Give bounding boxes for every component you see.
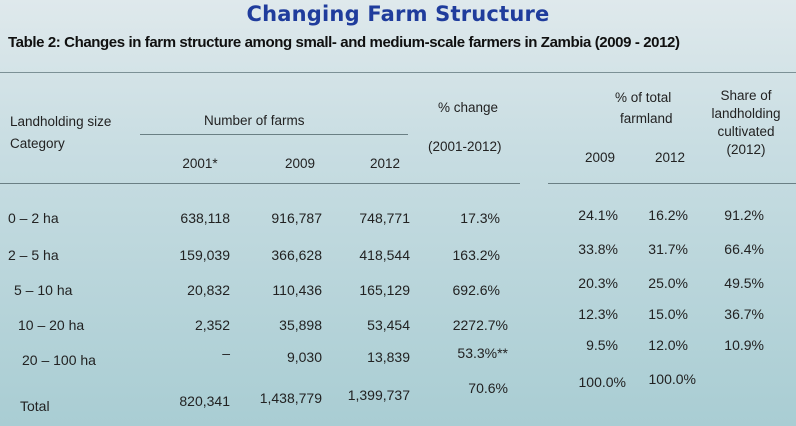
row-category-total: Total [20, 398, 50, 414]
header-landholding-size: Landholding size [10, 114, 112, 129]
cell-pct-change: 17.3% [460, 210, 500, 226]
cell-farms-2009-total: 1,438,779 [259, 390, 322, 406]
cell-share-cultivated: 66.4% [724, 241, 764, 257]
cell-farms-2001: 638,118 [180, 210, 230, 226]
row-category: 20 – 100 ha [22, 352, 96, 368]
header-category: Category [10, 136, 65, 151]
row-category: 5 – 10 ha [14, 282, 73, 298]
header-bottom-rule-left [0, 183, 520, 184]
cell-farmland-2009: 20.3% [578, 275, 618, 291]
farms-header-underline [140, 134, 408, 135]
cell-pct-change: 163.2% [452, 247, 500, 263]
row-category: 2 – 5 ha [8, 247, 59, 263]
table-caption: Table 2: Changes in farm structure among… [8, 34, 680, 51]
cell-pct-change: 692.6% [452, 282, 500, 298]
cell-farmland-2009: 24.1% [578, 207, 618, 223]
cell-farms-2012-total: 1,399,737 [347, 387, 410, 403]
cell-pct-change: 2272.7% [452, 317, 508, 333]
cell-farmland-2012-total: 100.0% [648, 371, 696, 387]
cell-farmland-2012: 16.2% [648, 207, 688, 223]
cell-farms-2009: 916,787 [271, 210, 322, 226]
cell-farmland-2012: 15.0% [648, 306, 688, 322]
cell-farmland-2012: 31.7% [648, 241, 688, 257]
cell-share-cultivated: 49.5% [724, 275, 764, 291]
cell-farmland-2012: 25.0% [648, 275, 688, 291]
cell-farms-2001: 20,832 [187, 282, 230, 298]
header-pct-change-period: (2001-2012) [428, 139, 502, 154]
cell-farms-2009: 110,436 [272, 282, 322, 298]
header-year-2009: 2009 [284, 156, 316, 171]
cell-farms-2012: 748,771 [359, 210, 410, 226]
cell-farmland-2012: 12.0% [648, 337, 688, 353]
page-title: Changing Farm Structure [246, 2, 550, 26]
cell-share-cultivated: 10.9% [724, 337, 764, 353]
header-pct-total-farmland: % of total [615, 90, 672, 105]
row-category: 0 – 2 ha [8, 210, 59, 226]
cell-pct-change-total: 70.6% [468, 380, 508, 396]
cell-farms-2012: 13,839 [367, 349, 410, 365]
cell-farmland-2009-total: 100.0% [578, 374, 626, 390]
cell-farmland-2009: 9.5% [586, 337, 618, 353]
cell-farms-2012: 53,454 [367, 317, 410, 333]
cell-farmland-2009: 12.3% [578, 306, 618, 322]
cell-share-cultivated: 36.7% [724, 306, 764, 322]
header-bottom-rule-right [548, 183, 796, 184]
header-number-of-farms: Number of farms [204, 113, 305, 128]
header-farmland-2009: 2009 [584, 150, 616, 165]
header-pct-change: % change [438, 100, 499, 115]
header-year-2012: 2012 [369, 156, 401, 171]
header-share-of: Share of [720, 88, 772, 103]
cell-pct-change: 53.3%** [457, 345, 508, 361]
header-farmland-2012: 2012 [654, 150, 686, 165]
cell-farms-2009: 366,628 [271, 247, 322, 263]
cell-farms-2012: 418,544 [359, 247, 410, 263]
cell-farms-2001-total: 820,341 [179, 393, 230, 409]
header-share-year: (2012) [726, 142, 766, 157]
row-category: 10 – 20 ha [18, 317, 85, 333]
cell-farmland-2009: 33.8% [578, 241, 618, 257]
cell-farms-2009: 35,898 [279, 317, 322, 333]
cell-farms-2001: 159,039 [179, 247, 230, 263]
header-landholding: landholding [711, 106, 781, 121]
cell-farms-2009: 9,030 [286, 349, 322, 365]
cell-farms-2001: 2,352 [194, 317, 230, 333]
cell-share-cultivated: 91.2% [724, 207, 764, 223]
header-cultivated: cultivated [717, 124, 775, 139]
table-top-rule [0, 72, 796, 73]
header-year-2001: 2001* [182, 156, 218, 171]
header-farmland: farmland [620, 111, 673, 126]
cell-farms-2001: – [222, 345, 230, 361]
cell-farms-2012: 165,129 [359, 282, 410, 298]
